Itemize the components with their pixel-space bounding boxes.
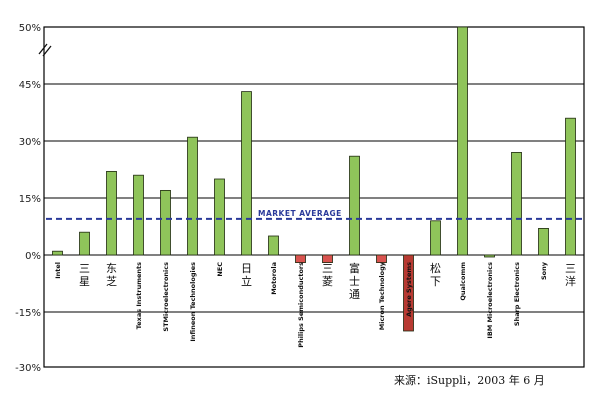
bar	[484, 254, 495, 258]
bar	[187, 136, 198, 256]
category-label: Agere Systems	[405, 262, 413, 317]
bar	[133, 174, 144, 256]
y-tick-label: 30%	[19, 137, 41, 148]
category-label: 日立	[241, 262, 252, 288]
y-tick-label: -15%	[15, 308, 41, 319]
bar	[52, 250, 63, 256]
bar	[349, 155, 360, 256]
category-label: 松下	[430, 261, 441, 288]
category-label: 三星	[79, 262, 90, 288]
market-average-label: MARKET AVERAGE	[258, 209, 342, 218]
category-label: Philips Semiconductors	[297, 262, 305, 348]
bar	[403, 254, 414, 332]
category-label: Motorola	[270, 262, 278, 295]
plot-frame	[43, 26, 585, 368]
bar	[241, 91, 252, 256]
category-label: Intel	[54, 262, 62, 279]
category-label: Qualcomm	[459, 262, 467, 301]
category-label: 富士通	[349, 261, 360, 301]
axis-break-mark	[38, 43, 52, 57]
category-label: 三菱	[322, 262, 333, 288]
bar	[457, 26, 468, 256]
bar	[160, 189, 171, 256]
bar	[376, 254, 387, 263]
bar	[511, 151, 522, 256]
bar	[430, 220, 441, 256]
bars-layer	[52, 26, 576, 332]
category-label: 三洋	[565, 262, 576, 288]
category-label: Sony	[540, 261, 548, 280]
bar	[214, 178, 225, 256]
category-label: Micron Technology	[378, 261, 386, 330]
y-tick-label: 15%	[19, 194, 41, 205]
y-tick-labels-layer: 50% 45% 30% 15% 0% -15% -30%	[15, 23, 41, 374]
category-label: 东芝	[106, 262, 117, 288]
y-tick-label: 45%	[19, 80, 41, 91]
y-tick-label: -30%	[15, 363, 41, 374]
bar	[295, 254, 306, 263]
category-label: Infineon Technologies	[189, 262, 197, 342]
bar	[79, 231, 90, 256]
y-tick-label: 50%	[19, 23, 41, 34]
bar	[268, 235, 279, 256]
y-tick-label: 0%	[25, 251, 41, 262]
bar	[322, 254, 333, 263]
category-label: Sharp Electronics	[513, 262, 521, 326]
bar	[565, 117, 576, 256]
category-label: STMicroelectronics	[162, 262, 170, 332]
category-label: IBM Microelectronics	[486, 262, 494, 339]
reference-layer: MARKET AVERAGE	[46, 209, 584, 220]
bar	[538, 227, 549, 256]
grid-layer	[38, 26, 585, 368]
category-label: Texas Instruments	[135, 262, 143, 329]
source-note: 来源：iSuppli，2003 年 6 月	[394, 374, 545, 387]
bar	[106, 170, 117, 256]
category-label: NEC	[216, 262, 224, 277]
